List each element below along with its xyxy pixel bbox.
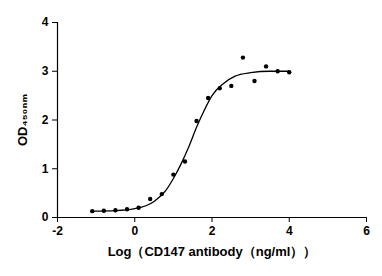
svg-text:-2: -2 — [52, 224, 63, 238]
svg-text:2: 2 — [209, 224, 216, 238]
svg-text:4: 4 — [42, 15, 49, 29]
svg-text:0: 0 — [42, 210, 49, 224]
svg-text:3: 3 — [42, 64, 49, 78]
svg-text:6: 6 — [363, 224, 370, 238]
svg-text:2: 2 — [42, 113, 49, 127]
svg-text:4: 4 — [286, 224, 293, 238]
svg-text:0: 0 — [131, 224, 138, 238]
svg-text:Log（CD147 antibody（ng/ml））: Log（CD147 antibody（ng/ml）） — [108, 244, 317, 259]
svg-text:1: 1 — [42, 162, 49, 176]
svg-text:OD₄₅₀ₙₘ: OD₄₅₀ₙₘ — [15, 94, 30, 146]
